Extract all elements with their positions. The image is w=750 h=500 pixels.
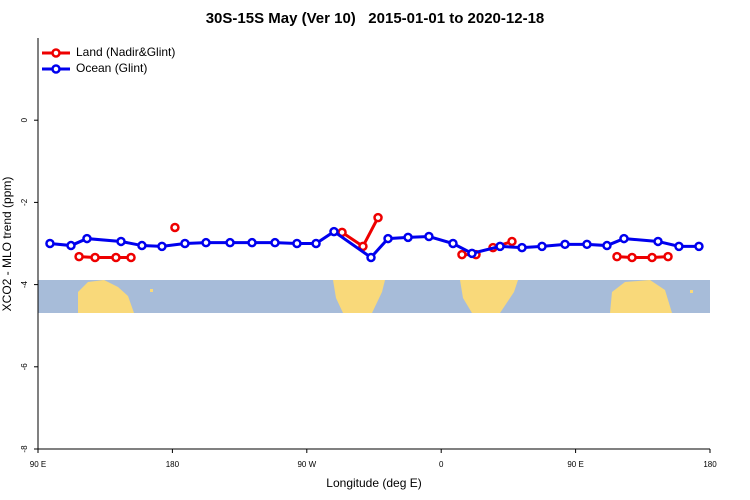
data-point [90, 252, 100, 263]
data-point [663, 251, 673, 262]
data-point [627, 252, 637, 263]
series-line [49, 229, 699, 260]
data-point [467, 248, 477, 259]
data-point [225, 237, 235, 248]
data-point [495, 241, 505, 252]
y-axis-label: XCO2 - MLO trend (ppm) [0, 177, 14, 312]
data-point [457, 249, 467, 260]
data-point [694, 241, 704, 252]
data-point [111, 252, 121, 263]
x-tick-label: 0 [439, 460, 444, 469]
data-point [292, 238, 302, 249]
data-point [403, 232, 413, 243]
data-point [507, 236, 517, 247]
data-point [270, 237, 280, 248]
map-strip [38, 280, 710, 313]
data-point [619, 233, 629, 244]
data-point [674, 241, 684, 252]
y-tick-label: -8 [20, 445, 29, 453]
x-tick-label: 180 [703, 460, 717, 469]
data-point [358, 241, 368, 252]
data-point [311, 238, 321, 249]
data-point [647, 252, 657, 263]
x-tick-label: 90 E [567, 460, 583, 469]
x-tick-label: 180 [166, 460, 180, 469]
legend: Land (Nadir&Glint) Ocean (Glint) [42, 45, 175, 75]
data-point [383, 233, 393, 244]
data-point [329, 226, 339, 237]
data-point [448, 238, 458, 249]
y-tick-label: -4 [20, 280, 29, 288]
data-point [126, 252, 136, 263]
y-tick-label: -2 [20, 198, 29, 206]
data-point [653, 236, 663, 247]
legend-label: Ocean (Glint) [76, 61, 147, 75]
x-tick-label: 90 E [30, 460, 46, 469]
data-point [537, 241, 547, 252]
x-tick-label: 90 W [297, 460, 316, 469]
data-point [137, 240, 147, 251]
chart-title: 30S-15S May (Ver 10) 2015-01-01 to 2020-… [206, 10, 545, 27]
data-point [116, 236, 126, 247]
series-line [78, 216, 669, 259]
legend-label: Land (Nadir&Glint) [76, 45, 175, 59]
data-point [602, 240, 612, 251]
data-point [45, 238, 55, 249]
data-point [201, 237, 211, 248]
data-point [373, 212, 383, 223]
data-point [82, 233, 92, 244]
data-point [74, 251, 84, 262]
data-point [612, 251, 622, 262]
data-point [170, 222, 180, 233]
x-axis-label: Longitude (deg E) [326, 476, 421, 490]
y-tick-label: -6 [20, 363, 29, 371]
legend-marker [51, 48, 61, 58]
legend-marker [51, 64, 61, 74]
data-point [247, 237, 257, 248]
data-point [366, 252, 376, 263]
data-point [157, 241, 167, 252]
data-point [517, 242, 527, 253]
data-point [560, 239, 570, 250]
data-point [180, 238, 190, 249]
data-point [582, 239, 592, 250]
data-point [66, 240, 76, 251]
y-tick-label: 0 [20, 117, 29, 122]
data-point [424, 231, 434, 242]
